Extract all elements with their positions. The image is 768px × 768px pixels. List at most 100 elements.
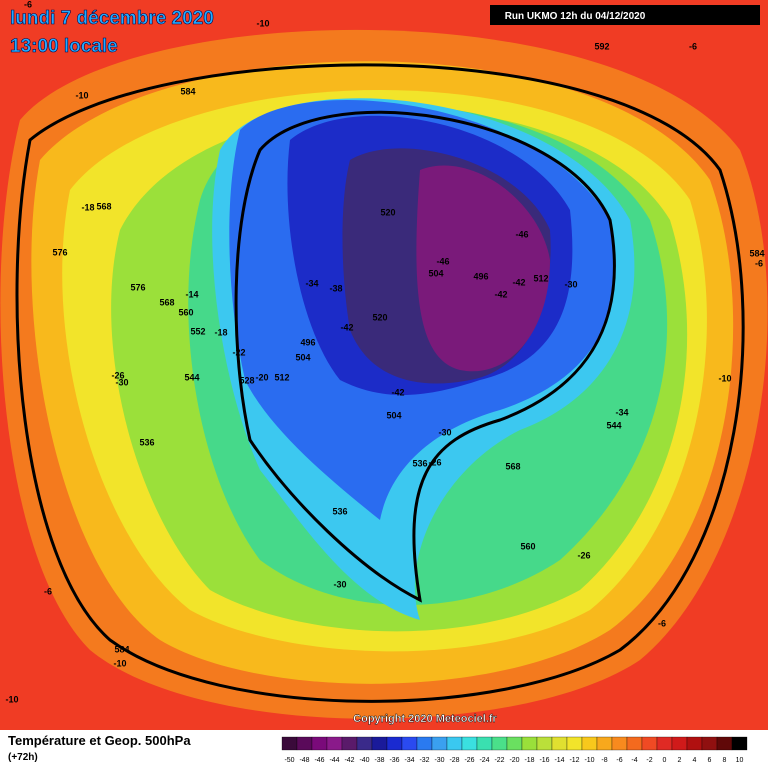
map-label: 592 bbox=[594, 41, 609, 51]
colorbar-swatch bbox=[731, 736, 748, 751]
colorbar-swatch bbox=[476, 736, 493, 751]
map-label: -14 bbox=[185, 289, 198, 299]
colorbar-swatch bbox=[461, 736, 478, 751]
colorbar-swatch bbox=[416, 736, 433, 751]
colorbar-swatch bbox=[491, 736, 508, 751]
map-label: 536 bbox=[332, 506, 347, 516]
colorbar-swatch bbox=[431, 736, 448, 751]
map-label: 512 bbox=[274, 372, 289, 382]
colorbar-tick-label: -50 bbox=[284, 757, 294, 764]
colorbar-swatch bbox=[311, 736, 328, 751]
colorbar-tick-label: -32 bbox=[419, 757, 429, 764]
colorbar-tick-label: -30 bbox=[434, 757, 444, 764]
map-label: -10 bbox=[5, 694, 18, 704]
colorbar-swatch bbox=[686, 736, 703, 751]
colorbar-swatch bbox=[581, 736, 598, 751]
map-label: 496 bbox=[473, 271, 488, 281]
colorbar-tick-label: 6 bbox=[708, 757, 712, 764]
colorbar-tick-label: -10 bbox=[584, 757, 594, 764]
colorbar: -50 -48 -46 -44 -42 -40 -38 -36 -34 -32 -30 -28 -26-… bbox=[281, 736, 748, 764]
colorbar-tick-label: -14 bbox=[554, 757, 564, 764]
colorbar-swatch bbox=[641, 736, 658, 751]
map-label: -18 bbox=[81, 202, 94, 212]
date-label: lundi 7 décembre 2020 bbox=[10, 8, 214, 29]
colorbar-tick-label: -34 bbox=[404, 757, 414, 764]
map-label: -20 bbox=[255, 372, 268, 382]
map-label: 568 bbox=[505, 461, 520, 471]
colorbar-tick-label: -28 bbox=[449, 757, 459, 764]
map-label: 584 bbox=[749, 248, 764, 258]
colorbar-swatch bbox=[281, 736, 298, 751]
colorbar-swatch bbox=[356, 736, 373, 751]
map-label: -18 bbox=[214, 327, 227, 337]
map-label: -26 bbox=[111, 370, 124, 380]
colorbar-tick-label: -46 bbox=[314, 757, 324, 764]
map-label: 560 bbox=[520, 541, 535, 551]
colorbar-swatch bbox=[551, 736, 568, 751]
map-label: -46 bbox=[515, 229, 528, 239]
map-label: 576 bbox=[130, 282, 145, 292]
map-label: -30 bbox=[438, 427, 451, 437]
map-label: 544 bbox=[184, 372, 199, 382]
map-label: -30 bbox=[115, 377, 128, 387]
map-label: -42 bbox=[494, 289, 507, 299]
map-label: 504 bbox=[386, 410, 401, 420]
colorbar-tick-label: -36 bbox=[389, 757, 399, 764]
map-label: -10 bbox=[718, 373, 731, 383]
map-label: -6 bbox=[658, 618, 666, 628]
colorbar-swatch bbox=[386, 736, 403, 751]
colorbar-swatch bbox=[716, 736, 733, 751]
colorbar-swatch bbox=[611, 736, 628, 751]
map-label: -10 bbox=[256, 18, 269, 28]
colorbar-swatch bbox=[401, 736, 418, 751]
colorbar-tick-label: -20 bbox=[509, 757, 519, 764]
map-label: 568 bbox=[96, 201, 111, 211]
colorbar-tick-label: -6 bbox=[616, 757, 622, 764]
map-label: 568 bbox=[159, 297, 174, 307]
map-label: -30 bbox=[564, 279, 577, 289]
time-label: 13:00 locale bbox=[10, 36, 118, 57]
map-label: 512 bbox=[533, 273, 548, 283]
colorbar-swatch bbox=[506, 736, 523, 751]
map-label: 584 bbox=[180, 86, 195, 96]
colorbar-tick-label: -42 bbox=[344, 757, 354, 764]
map-label: 520 bbox=[372, 312, 387, 322]
colorbar-tick-label: -44 bbox=[329, 757, 339, 764]
colorbar-tick-label: 4 bbox=[693, 757, 697, 764]
map-label: 576 bbox=[52, 247, 67, 257]
map-label: 496 bbox=[300, 337, 315, 347]
map-label: -10 bbox=[75, 90, 88, 100]
colorbar-swatch bbox=[371, 736, 388, 751]
zone-purple bbox=[416, 165, 550, 372]
map-label: -34 bbox=[305, 278, 318, 288]
copyright: Copyright 2020 Meteociel.fr bbox=[353, 713, 497, 725]
map-label: 536 bbox=[412, 458, 427, 468]
colorbar-swatch bbox=[521, 736, 538, 751]
map-label: -6 bbox=[755, 258, 763, 268]
contour-line bbox=[15, 63, 745, 703]
colorbar-swatch bbox=[341, 736, 358, 751]
colorbar-tick-label: -12 bbox=[569, 757, 579, 764]
colorbar-tick-label: -38 bbox=[374, 757, 384, 764]
map-label: -46 bbox=[436, 256, 449, 266]
map-label: -42 bbox=[340, 322, 353, 332]
colorbar-tick-label: -48 bbox=[299, 757, 309, 764]
map-label: 520 bbox=[380, 207, 395, 217]
map-label: 528 bbox=[239, 375, 254, 385]
map-label: 544 bbox=[606, 420, 621, 430]
colorbar-swatch bbox=[626, 736, 643, 751]
colorbar-swatch bbox=[566, 736, 583, 751]
colorbar-tick-label: -18 bbox=[524, 757, 534, 764]
colorbar-tick-label: -8 bbox=[601, 757, 607, 764]
colorbar-tick-label: -16 bbox=[539, 757, 549, 764]
map-label: 552 bbox=[190, 326, 205, 336]
map-label: 536 bbox=[139, 437, 154, 447]
map-label: 560 bbox=[178, 307, 193, 317]
map-label: 584 bbox=[114, 644, 129, 654]
footer-title: Température et Geop. 500hPa bbox=[8, 733, 191, 748]
map-label: -30 bbox=[333, 579, 346, 589]
colorbar-swatch bbox=[701, 736, 718, 751]
colorbar-swatch bbox=[536, 736, 553, 751]
colorbar-tick-label: 10 bbox=[736, 757, 744, 764]
